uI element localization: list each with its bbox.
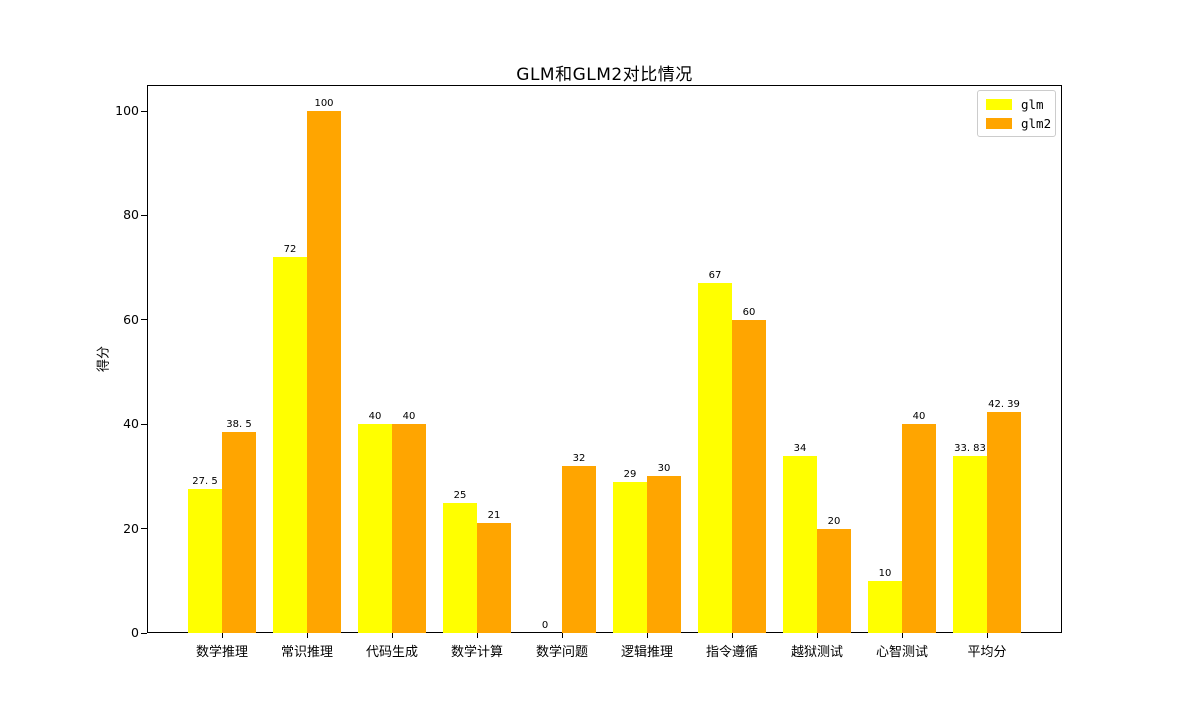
y-tick-mark bbox=[141, 632, 147, 634]
bar-value-label: 67 bbox=[708, 270, 722, 282]
x-tick-mark bbox=[902, 633, 903, 638]
legend: glm glm2 bbox=[977, 90, 1056, 137]
bar-glm bbox=[443, 502, 477, 633]
y-tick-mark bbox=[141, 319, 147, 321]
legend-label: glm2 bbox=[1021, 115, 1052, 131]
bar-value-label: 40 bbox=[402, 411, 416, 423]
bar-glm bbox=[953, 456, 987, 633]
bar-glm2 bbox=[477, 523, 511, 633]
x-category-label: 指令遵循 bbox=[705, 645, 759, 660]
bar-glm bbox=[188, 489, 222, 633]
bar-value-label: 40 bbox=[912, 411, 926, 423]
bar-value-label: 25 bbox=[453, 489, 467, 501]
legend-label: glm bbox=[1021, 96, 1044, 112]
y-tick-mark bbox=[141, 110, 147, 112]
bar-glm bbox=[783, 455, 817, 633]
bar-glm2 bbox=[987, 411, 1021, 633]
bar-value-label: 72 bbox=[283, 244, 297, 256]
bar-glm2 bbox=[562, 465, 596, 633]
legend-row: glm bbox=[986, 96, 1047, 112]
bar-glm2 bbox=[222, 432, 256, 633]
x-category-label: 数学推理 bbox=[195, 645, 249, 660]
x-tick-mark bbox=[987, 633, 988, 638]
bar-value-label: 20 bbox=[827, 515, 841, 527]
bar-value-label: 42. 39 bbox=[988, 398, 1020, 410]
legend-swatch-glm bbox=[986, 98, 1012, 110]
bar-glm bbox=[698, 283, 732, 633]
x-tick-mark bbox=[477, 633, 478, 638]
x-category-label: 数学计算 bbox=[450, 645, 504, 660]
bar-glm2 bbox=[647, 476, 681, 633]
x-tick-mark bbox=[817, 633, 818, 638]
y-tick-mark bbox=[141, 214, 147, 216]
bar-glm2 bbox=[902, 424, 936, 633]
y-tick-label: 20 bbox=[123, 520, 139, 536]
bar-glm bbox=[273, 257, 307, 633]
y-tick-label: 0 bbox=[131, 625, 139, 640]
bar-value-label: 21 bbox=[487, 510, 501, 522]
x-category-label: 数学问题 bbox=[535, 645, 589, 660]
bar-value-label: 34 bbox=[793, 442, 807, 454]
bar-value-label: 27. 5 bbox=[192, 476, 218, 488]
y-axis-label: 得分 bbox=[96, 345, 112, 373]
bar-value-label: 100 bbox=[314, 98, 334, 110]
y-tick-mark bbox=[141, 528, 147, 530]
x-category-label: 心智测试 bbox=[875, 645, 929, 660]
bar-value-label: 38. 5 bbox=[226, 419, 252, 431]
bar-value-label: 29 bbox=[623, 468, 637, 480]
bar-glm bbox=[613, 481, 647, 633]
x-category-label: 逻辑推理 bbox=[620, 645, 674, 660]
bar-value-label: 33. 83 bbox=[954, 443, 986, 455]
bar-value-label: 40 bbox=[368, 411, 382, 423]
bar-glm2 bbox=[817, 528, 851, 633]
x-tick-mark bbox=[647, 633, 648, 638]
x-category-label: 代码生成 bbox=[365, 645, 419, 660]
y-tick-label: 80 bbox=[123, 207, 139, 223]
y-tick-label: 100 bbox=[115, 103, 139, 119]
x-tick-mark bbox=[732, 633, 733, 638]
bar-value-label: 32 bbox=[572, 452, 586, 464]
bar-glm bbox=[358, 424, 392, 633]
bar-value-label: 0 bbox=[541, 620, 549, 631]
chart-title: GLM和GLM2对比情况 bbox=[516, 65, 693, 85]
x-category-label: 越狱测试 bbox=[790, 645, 844, 660]
y-tick-label: 40 bbox=[123, 416, 139, 432]
bar-glm2 bbox=[732, 319, 766, 633]
x-tick-mark bbox=[222, 633, 223, 638]
legend-swatch-glm2 bbox=[986, 117, 1012, 129]
x-tick-mark bbox=[307, 633, 308, 638]
x-tick-mark bbox=[562, 633, 563, 638]
legend-row: glm2 bbox=[986, 116, 1051, 131]
bar-glm2 bbox=[307, 111, 341, 633]
y-tick-label: 60 bbox=[123, 311, 139, 327]
bar-value-label: 30 bbox=[657, 463, 671, 475]
x-tick-mark bbox=[392, 633, 393, 638]
bar-value-label: 60 bbox=[742, 306, 756, 318]
bar-value-label: 10 bbox=[878, 567, 892, 579]
y-tick-mark bbox=[141, 423, 147, 425]
x-category-label: 平均分 bbox=[967, 645, 1007, 660]
x-category-label: 常识推理 bbox=[280, 645, 334, 660]
bar-glm bbox=[868, 580, 902, 633]
bar-glm2 bbox=[392, 424, 426, 633]
